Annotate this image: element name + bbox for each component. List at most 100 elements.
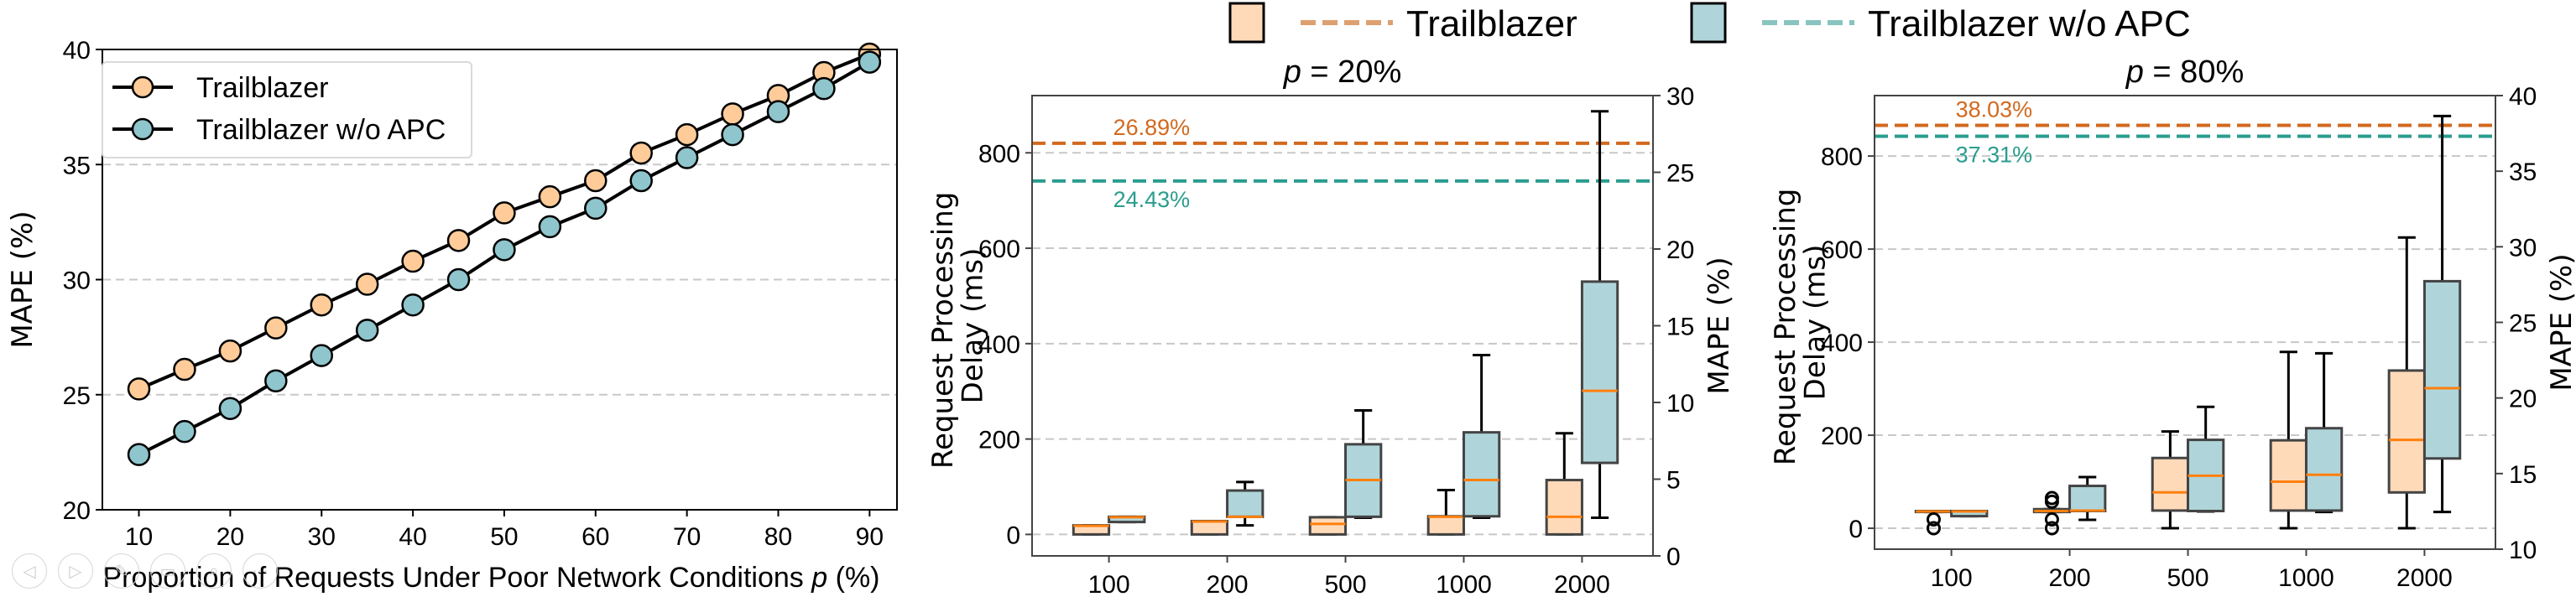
x-tick-label: 70 bbox=[673, 523, 701, 551]
title-var: p bbox=[2125, 54, 2144, 90]
reference-label-wo_apc: 24.43% bbox=[1113, 187, 1191, 212]
box-trailblazer-100 bbox=[1914, 510, 1953, 536]
y2-tick-label: 40 bbox=[2509, 83, 2537, 111]
outlier-point bbox=[1926, 511, 1941, 527]
data-point-trailblazer bbox=[584, 169, 607, 193]
outlier-point bbox=[2044, 511, 2059, 527]
box-wo_apc-2000 bbox=[2422, 114, 2462, 514]
data-point-trailblazer bbox=[264, 316, 288, 340]
boxes bbox=[1914, 114, 2462, 536]
data-point-wo_apc bbox=[538, 215, 562, 239]
y-tick-label: 600 bbox=[1821, 236, 1863, 264]
data-point-wo_apc bbox=[264, 369, 288, 393]
data-point-wo_apc bbox=[629, 169, 653, 193]
pen-icon: ✎ bbox=[114, 562, 129, 581]
data-point-trailblazer bbox=[675, 122, 699, 147]
y-tick-label: 20 bbox=[63, 497, 91, 525]
y2-axis-label: MAPE (%) bbox=[2545, 253, 2576, 391]
next-icon: ▷ bbox=[69, 562, 82, 581]
legend: Trailblazer Trailblazer w/o APC bbox=[102, 61, 472, 158]
box-trailblazer-500 bbox=[2151, 430, 2190, 530]
data-point-trailblazer bbox=[446, 229, 471, 252]
x-tick-label: 40 bbox=[399, 523, 426, 551]
box-iqr bbox=[2422, 279, 2462, 460]
box-iqr bbox=[2269, 439, 2307, 512]
grid-lines bbox=[1875, 155, 2495, 530]
legend-marker-trailblazer bbox=[131, 75, 154, 99]
zoom-icon: ⌕ bbox=[209, 561, 219, 580]
pen-button[interactable]: ✎ bbox=[104, 553, 139, 589]
box-trailblazer-1000 bbox=[1426, 488, 1465, 536]
y2-tick-label: 20 bbox=[2509, 386, 2537, 413]
y2-tick-label: 5 bbox=[1666, 467, 1681, 495]
y-tick-label: 30 bbox=[63, 267, 91, 295]
x-tick-label: 100 bbox=[1931, 564, 1973, 592]
y-tick-label: 0 bbox=[1006, 522, 1020, 549]
x-axis-ticks: 10 20 30 40 50 60 70 80 90 bbox=[125, 510, 884, 551]
reference-label-wo_apc: 37.31% bbox=[1956, 143, 2033, 168]
y2-axis-ticks: 0 5 10 15 20 25 30 bbox=[1653, 83, 1694, 571]
x-tick-label: 1000 bbox=[1436, 571, 1492, 599]
box-trailblazer-1000 bbox=[2269, 350, 2307, 530]
legend-patch-trailblazer bbox=[1228, 2, 1265, 44]
slides-icon: ▭ bbox=[159, 562, 176, 581]
slides-button[interactable]: ▭ bbox=[150, 553, 185, 589]
data-point-wo_apc bbox=[446, 267, 471, 292]
y-axis-label-line2: Delay (ms) bbox=[1799, 245, 1833, 401]
legend-marker-wo-apc bbox=[131, 117, 154, 141]
data-point-wo_apc bbox=[721, 122, 744, 147]
y-axis-ticks: 0 200 400 600 800 bbox=[1821, 143, 1875, 543]
data-point-wo_apc bbox=[127, 443, 151, 466]
data-point-wo_apc bbox=[493, 238, 516, 262]
legend-label-wo-apc: Trailblazer w/o APC bbox=[1868, 3, 2191, 44]
x-tick-label: 30 bbox=[308, 523, 336, 551]
box-wo_apc-200 bbox=[1226, 480, 1265, 527]
next-slide-button[interactable]: ▷ bbox=[58, 553, 93, 589]
y2-axis-label: MAPE (%) bbox=[1703, 257, 1736, 394]
box-wo_apc-500 bbox=[2187, 405, 2225, 513]
title-rest: = 80% bbox=[2144, 54, 2244, 90]
x-tick-label: 60 bbox=[581, 523, 609, 551]
y-tick-label: 40 bbox=[63, 37, 91, 65]
box-wo_apc-1000 bbox=[1462, 353, 1501, 519]
x-tick-label: 90 bbox=[856, 523, 884, 551]
x-axis-ticks: 100 200 500 1000 2000 bbox=[1931, 549, 2453, 592]
x-tick-label: 80 bbox=[764, 523, 792, 551]
y2-tick-label: 0 bbox=[1666, 543, 1681, 571]
x-axis-label-var: p bbox=[811, 562, 827, 594]
box-trailblazer-2000 bbox=[1545, 432, 1583, 536]
data-point-trailblazer bbox=[538, 184, 562, 209]
y2-tick-label: 35 bbox=[2509, 158, 2537, 186]
previous-slide-button[interactable]: ◁ bbox=[12, 553, 47, 589]
y-tick-label: 600 bbox=[978, 236, 1020, 263]
more-button[interactable]: ⋯ bbox=[242, 553, 278, 589]
reference-label-trailblazer: 38.03% bbox=[1956, 97, 2033, 122]
data-point-wo_apc bbox=[173, 419, 196, 444]
y-tick-label: 25 bbox=[63, 382, 91, 410]
y2-tick-label: 10 bbox=[1666, 390, 1694, 418]
legend-label-trailblazer: Trailblazer bbox=[196, 72, 328, 104]
data-point-trailblazer bbox=[310, 293, 333, 317]
data-point-wo_apc bbox=[812, 76, 836, 101]
y-tick-label: 200 bbox=[1821, 423, 1863, 450]
x-tick-label: 1000 bbox=[2278, 564, 2334, 592]
data-point-wo_apc bbox=[218, 397, 242, 420]
box-wo_apc-500 bbox=[1344, 408, 1383, 519]
zoom-button[interactable]: ⌕ bbox=[196, 553, 232, 589]
delay-boxplot-p80: p = 80% 0 200 400 600 800 10 15 20 25 30 35 40 100… bbox=[1769, 54, 2576, 602]
data-point-wo_apc bbox=[401, 293, 425, 317]
x-tick-label: 500 bbox=[2167, 564, 2208, 592]
y-axis-label-line1: Request Processing bbox=[926, 192, 960, 469]
boxes bbox=[1072, 110, 1619, 536]
data-point-trailblazer bbox=[721, 102, 744, 126]
box-trailblazer-2000 bbox=[2387, 236, 2426, 530]
more-icon: ⋯ bbox=[252, 562, 269, 581]
title-var: p bbox=[1283, 54, 1301, 90]
box-iqr bbox=[2304, 427, 2344, 512]
y-axis-label-line1: Request Processing bbox=[1769, 189, 1802, 465]
box-trailblazer-200 bbox=[2032, 490, 2072, 536]
x-tick-label: 2000 bbox=[1554, 571, 1610, 599]
y2-tick-label: 25 bbox=[1666, 160, 1694, 188]
box-wo_apc-100 bbox=[1950, 510, 1989, 518]
